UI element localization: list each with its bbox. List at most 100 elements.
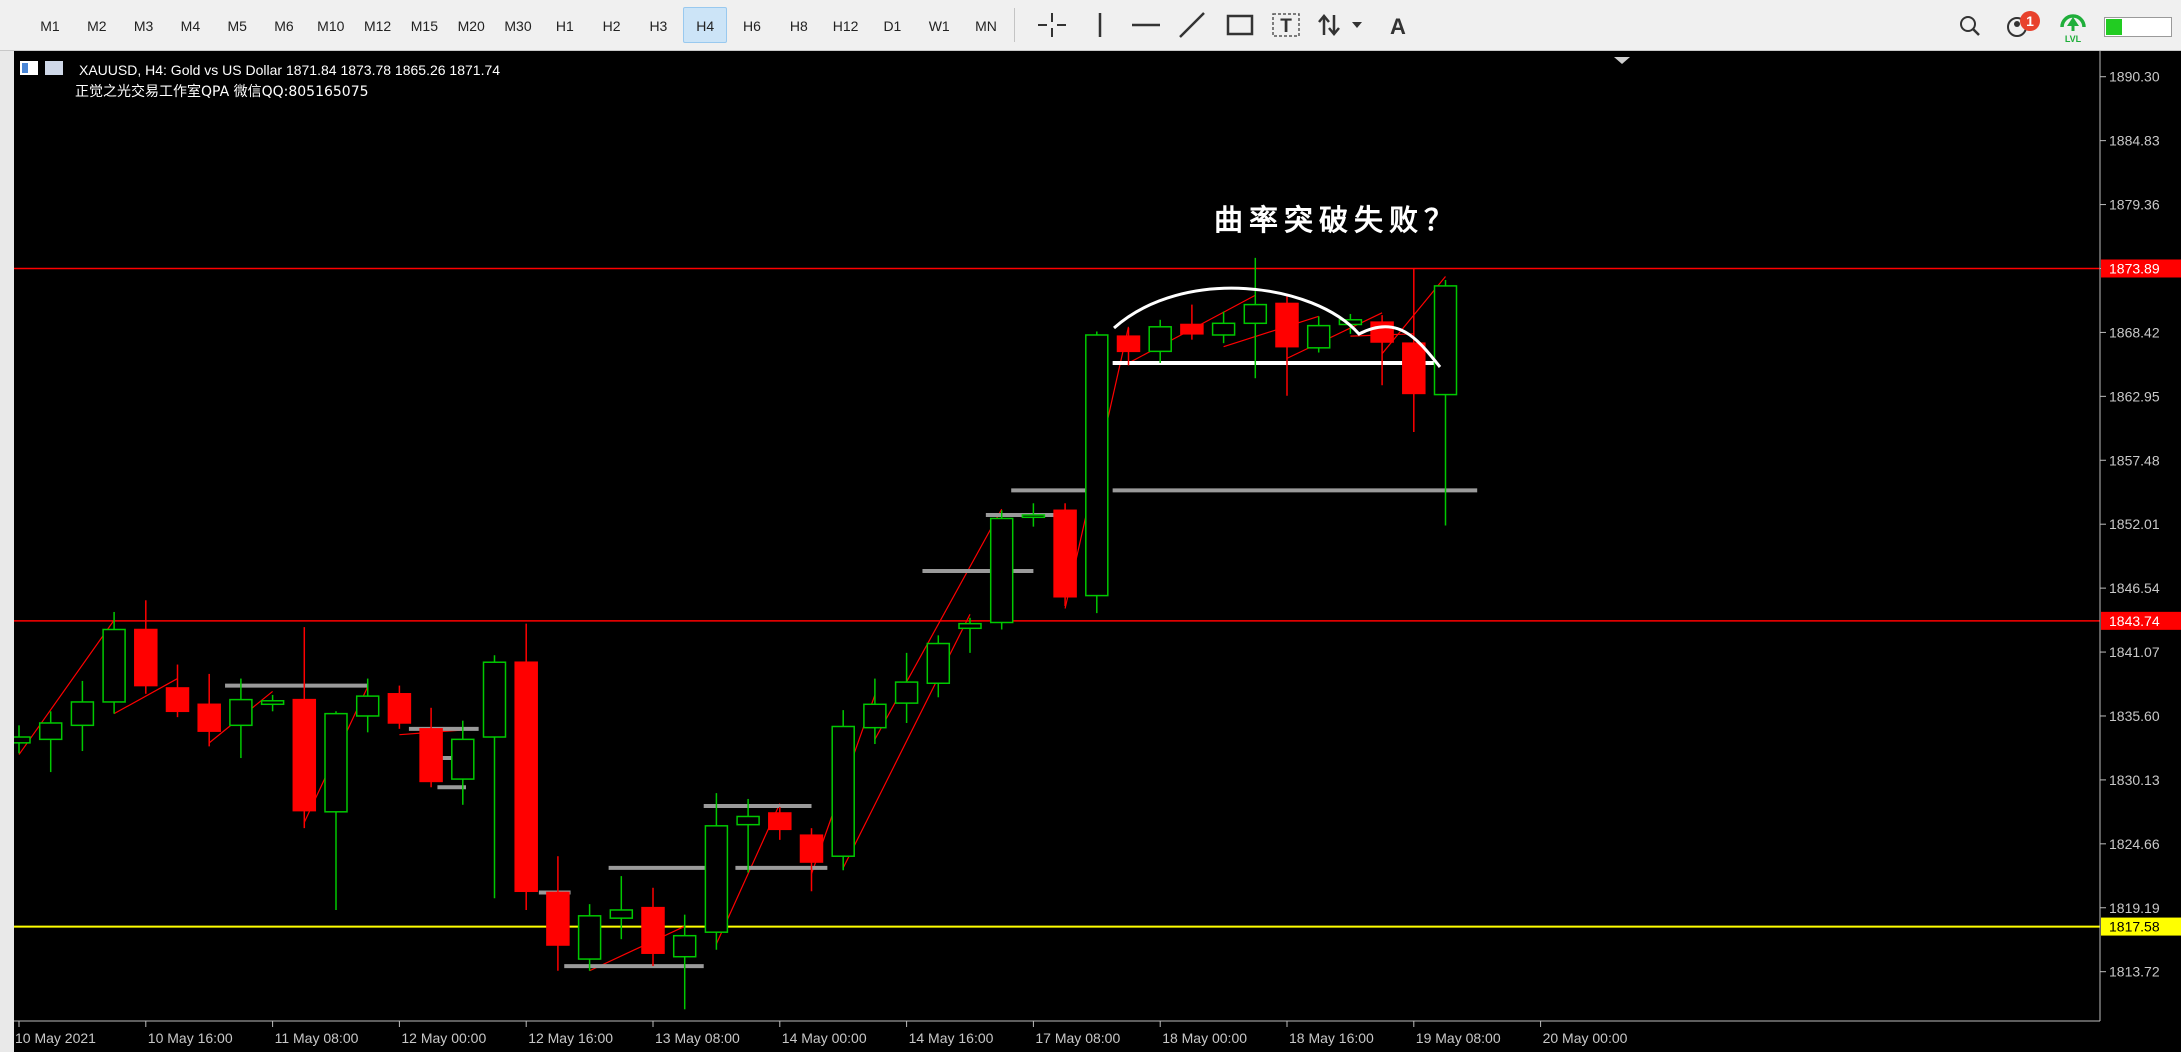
candle[interactable]: [1243, 257, 1268, 379]
red-trendline-1[interactable]: [113, 678, 178, 715]
candle[interactable]: [355, 678, 380, 733]
candle[interactable]: [546, 856, 570, 971]
candle[interactable]: [324, 711, 348, 910]
candle[interactable]: [672, 914, 697, 1010]
candle[interactable]: [38, 711, 63, 773]
price-tick-label: 1846.54: [2109, 580, 2160, 596]
candle[interactable]: [958, 617, 982, 653]
timeframe-h3[interactable]: H3: [649, 18, 668, 34]
candle[interactable]: [1148, 319, 1172, 364]
notifications-icon[interactable]: 1: [2000, 9, 2044, 41]
red-trendline-0[interactable]: [18, 619, 115, 755]
candle[interactable]: [292, 627, 317, 829]
candle-body: [197, 703, 221, 732]
crosshair-icon[interactable]: [1034, 9, 1070, 41]
candle[interactable]: [926, 635, 951, 698]
candle[interactable]: [1180, 304, 1204, 340]
candle[interactable]: [419, 707, 443, 788]
timeframe-h1[interactable]: H1: [555, 18, 574, 34]
candle[interactable]: [229, 678, 253, 759]
timeframe-m1[interactable]: M1: [40, 18, 60, 34]
candle[interactable]: [736, 798, 760, 873]
timeframe-h8[interactable]: H8: [789, 18, 808, 34]
horizontal-line-icon[interactable]: [1128, 9, 1164, 41]
candle[interactable]: [1402, 268, 1426, 432]
timeframe-h4[interactable]: H4: [683, 7, 728, 43]
candle[interactable]: [1085, 331, 1109, 614]
timeframe-m2[interactable]: M2: [87, 18, 107, 34]
trendline-icon[interactable]: [1174, 9, 1210, 41]
timeframe-h6[interactable]: H6: [743, 18, 761, 34]
rectangle-icon[interactable]: [1222, 9, 1258, 41]
candle[interactable]: [1306, 316, 1331, 353]
timeframe-m6[interactable]: M6: [274, 18, 294, 34]
timeframe-m12[interactable]: M12: [363, 18, 392, 34]
timeframe-m15[interactable]: M15: [410, 18, 438, 34]
red-trendline-13[interactable]: [1286, 312, 1383, 359]
chart-shift-marker[interactable]: [1614, 57, 1630, 64]
candle[interactable]: [1211, 311, 1236, 344]
candle-body: [1433, 285, 1458, 396]
timeframe-mn[interactable]: MN: [975, 18, 997, 34]
curvature-arc[interactable]: [1113, 286, 1442, 368]
red-trendline-5[interactable]: [589, 925, 685, 972]
vertical-line-icon[interactable]: [1082, 9, 1118, 41]
timeframe-d1[interactable]: D1: [883, 18, 902, 34]
connection-status-bar: [2104, 17, 2172, 37]
price-tick-label: 1890.30: [2109, 69, 2160, 85]
candle[interactable]: [863, 678, 887, 745]
candle[interactable]: [768, 807, 792, 840]
left-panel-strip[interactable]: [0, 51, 15, 1052]
candle[interactable]: [1116, 327, 1141, 366]
lvl-signal-icon[interactable]: LVL: [2054, 9, 2094, 44]
curvature-annotation[interactable]: 曲率突破失败？: [1214, 203, 1459, 237]
candle[interactable]: [165, 664, 190, 718]
candle[interactable]: [831, 710, 855, 871]
candle[interactable]: [1021, 503, 1046, 527]
candle[interactable]: [894, 652, 919, 723]
candle[interactable]: [609, 876, 634, 940]
time-tick-label: 10 May 2021: [15, 1030, 96, 1046]
timeframe-h12[interactable]: H12: [832, 18, 859, 34]
price-chart[interactable]: 曲率突破失败？ XAUUSD, H4: Gold vs US Dollar 18…: [14, 51, 2181, 1052]
candle[interactable]: [102, 611, 126, 714]
svg-text:A: A: [1390, 14, 1406, 39]
candle[interactable]: [70, 680, 95, 752]
text-icon[interactable]: A: [1380, 9, 1416, 41]
time-tick-label: 19 May 08:00: [1416, 1030, 1501, 1046]
red-trendline-12[interactable]: [1223, 315, 1319, 348]
search-icon[interactable]: [1952, 9, 1988, 41]
candle[interactable]: [577, 904, 602, 971]
timeframe-m4[interactable]: M4: [180, 18, 201, 34]
candle-body: [1370, 321, 1394, 343]
candle[interactable]: [799, 828, 824, 892]
candle[interactable]: [387, 685, 412, 729]
candle[interactable]: [1275, 296, 1299, 396]
text-label-icon[interactable]: T: [1268, 9, 1304, 41]
timeframe-m10[interactable]: M10: [317, 18, 345, 34]
candle[interactable]: [514, 623, 538, 910]
candles-layer: [14, 257, 1458, 1010]
timeframe-h2[interactable]: H2: [602, 18, 621, 34]
price-badge-label: 1817.58: [2109, 919, 2160, 935]
timeframe-m3[interactable]: M3: [133, 18, 154, 34]
candle[interactable]: [641, 887, 665, 967]
candle[interactable]: [704, 793, 729, 950]
price-tick-label: 1824.66: [2109, 836, 2160, 852]
candle[interactable]: [451, 720, 475, 805]
time-tick-label: 14 May 00:00: [782, 1030, 867, 1046]
timeframe-w1[interactable]: W1: [928, 18, 950, 34]
candle[interactable]: [260, 694, 285, 712]
candle[interactable]: [134, 600, 158, 694]
candle[interactable]: [1053, 503, 1077, 607]
timeframe-m20[interactable]: M20: [457, 18, 485, 34]
candle[interactable]: [989, 510, 1014, 630]
arrow-icon[interactable]: [1314, 9, 1370, 41]
candle[interactable]: [14, 725, 31, 754]
candle[interactable]: [482, 655, 507, 899]
timeframe-m5[interactable]: M5: [227, 18, 247, 34]
timeframe-m30[interactable]: M30: [504, 18, 532, 34]
candle[interactable]: [197, 673, 221, 747]
candle[interactable]: [1433, 280, 1458, 526]
price-tick-label: 1835.60: [2109, 708, 2160, 724]
